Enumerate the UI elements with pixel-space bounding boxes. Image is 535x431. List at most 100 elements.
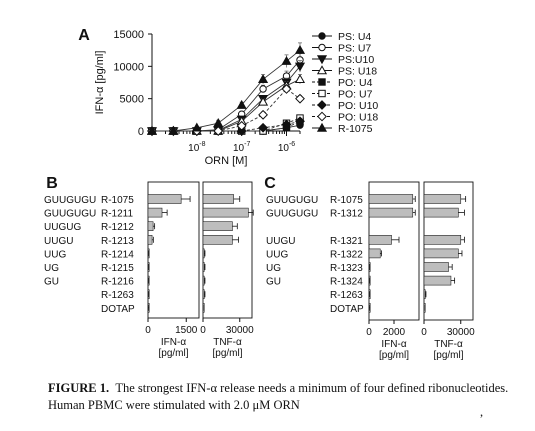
oligo-id-label: R-1323 (330, 263, 363, 274)
a-data-point (213, 126, 224, 136)
a-legend-marker (318, 43, 326, 52)
bar (423, 235, 462, 245)
bar-axis-label: [pg/ml] (433, 350, 463, 361)
bar (202, 235, 233, 245)
bar-axis-tick-label: 30000 (226, 325, 254, 336)
a-x-tick-label: 10-8 (188, 141, 205, 154)
sequence-label: UG (44, 263, 59, 274)
a-series-line (152, 59, 301, 132)
bar (202, 275, 205, 286)
a-legend-label: PO: U7 (338, 89, 373, 101)
bar (423, 248, 459, 259)
bar-axis-label: [pg/ml] (379, 350, 409, 361)
a-x-tick-label: 10-7 (233, 141, 250, 154)
a-legend-label: PS: U4 (338, 31, 371, 43)
a-legend-label: R-1075 (338, 123, 373, 135)
sequence-label: GU (266, 277, 281, 288)
panel-label-c: C (264, 175, 276, 192)
a-data-point (258, 122, 268, 133)
a-legend-label: PO: U10 (338, 100, 378, 112)
a-legend-marker (318, 89, 326, 98)
a-legend-marker (317, 100, 327, 110)
panel-label-a: A (78, 27, 90, 44)
a-y-tick-label: 5000 (120, 94, 144, 106)
a-legend-marker (318, 78, 326, 86)
bar (202, 289, 205, 300)
a-legend-marker (317, 111, 327, 122)
oligo-id-label: R-1214 (101, 249, 134, 260)
bar (147, 221, 154, 231)
a-data-point (281, 55, 292, 65)
bar (368, 207, 414, 218)
a-data-point (168, 125, 179, 135)
a-legend-label: PS: U7 (338, 43, 371, 55)
bar-axis-label: IFN-α (381, 339, 406, 350)
a-data-point (295, 116, 305, 127)
bar (147, 207, 163, 218)
bar (202, 221, 233, 231)
panel-label-b: B (46, 175, 58, 192)
panel-c: C GUUGUGU R-1075 GUUGUGU R-1312 UUGU R-1321 UUG… (264, 175, 475, 361)
bar-axis-tick-label: 2000 (383, 327, 406, 338)
a-y-tick-label: 0 (138, 126, 144, 138)
bar-axis-tick-label: 0 (421, 327, 427, 338)
bar (423, 289, 426, 300)
oligo-id-label: R-1324 (330, 277, 363, 288)
bar (423, 262, 449, 272)
a-data-point (294, 44, 306, 54)
oligo-id-label: R-1216 (101, 277, 134, 288)
oligo-id-label: R-1211 (101, 209, 133, 220)
a-series-line (152, 78, 301, 132)
a-series-line (152, 49, 301, 132)
a-y-tick-label: 15000 (113, 29, 144, 41)
a-data-point (295, 93, 305, 104)
bar-axis-label: IFN-α (161, 337, 186, 348)
bar (202, 194, 234, 204)
panel-a: A 0 5000 10000 15000 10-8 10-7 10-6 ORN [M] IFN-α… (78, 27, 378, 167)
a-y-tick-label: 10000 (113, 61, 144, 73)
a-data-point (281, 119, 292, 130)
bar-axis-tick-label: 30000 (447, 327, 475, 338)
oligo-id-label: DOTAP (101, 304, 135, 315)
bar-axis-label: [pg/ml] (212, 348, 242, 359)
a-legend-label: PS:U10 (338, 54, 374, 66)
oligo-id-label: R-1075 (101, 195, 134, 206)
sequence-label: GUUGUGU (266, 209, 318, 220)
a-y-axis-label: IFN-α [pg/ml] (94, 51, 106, 115)
bar (423, 207, 459, 218)
oligo-id-label: R-1322 (330, 249, 363, 260)
bar (202, 262, 205, 272)
a-data-point (294, 74, 306, 83)
bar (202, 207, 249, 218)
bar-axis-tick-label: 1500 (175, 325, 198, 336)
a-data-point (258, 74, 269, 83)
bar (368, 194, 414, 204)
sequence-label: GUUGUGU (44, 209, 96, 220)
caption-edge-mark: , (480, 405, 484, 419)
bar (423, 275, 452, 286)
oligo-id-label: R-1312 (330, 209, 363, 220)
sequence-label: GU (44, 277, 59, 288)
bar-axis-label: [pg/ml] (158, 348, 188, 359)
a-legend-marker (316, 122, 328, 132)
bar (368, 248, 381, 259)
caption-label: FIGURE 1. (48, 381, 110, 395)
sequence-label: GUUGUGU (266, 195, 318, 206)
oligo-id-label: DOTAP (330, 304, 364, 315)
bar-axis-label: TNF-α (213, 337, 242, 348)
a-data-point (236, 120, 247, 131)
caption-text: The strongest IFN-α release needs a mini… (48, 381, 509, 412)
bar (147, 194, 182, 204)
oligo-id-label: R-1215 (101, 263, 134, 274)
a-legend-marker (316, 55, 328, 65)
oligo-id-label: R-1263 (330, 290, 363, 301)
oligo-id-label: R-1263 (101, 290, 134, 301)
sequence-label: UUG (266, 249, 288, 260)
oligo-id-label: R-1321 (330, 236, 363, 247)
a-x-axis-label: ORN [M] (205, 155, 248, 167)
a-data-point (213, 118, 224, 127)
a-data-point (258, 109, 268, 120)
a-legend-label: PO: U4 (338, 77, 373, 89)
